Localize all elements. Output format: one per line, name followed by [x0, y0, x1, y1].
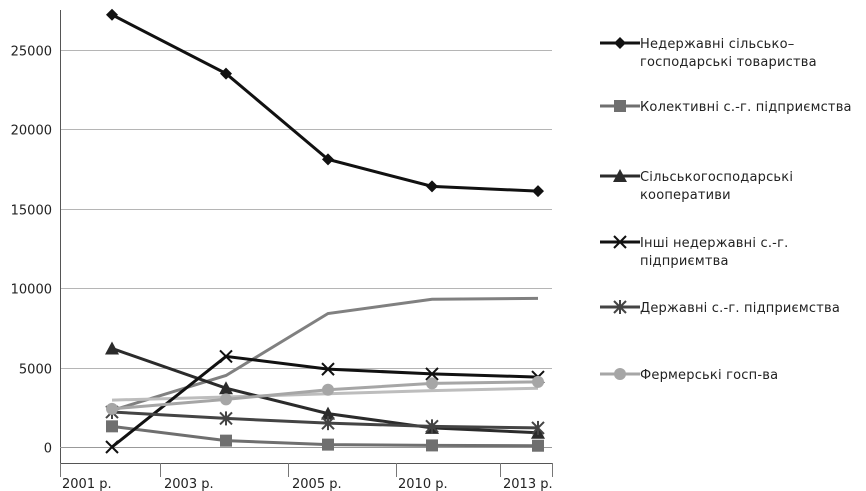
data-point — [531, 420, 545, 435]
data-point — [532, 439, 544, 452]
data-point — [106, 402, 118, 415]
legend-item-0: Недержавні сільсько– господарські товарис… — [600, 37, 817, 70]
data-point — [219, 381, 233, 395]
legend: Недержавні сільсько– господарські товарис… — [600, 37, 852, 383]
legend-item-2: Сільськогосподарські кооперативи — [600, 169, 793, 203]
legend-item-4: Державні с.-г. підприємства — [600, 300, 840, 316]
data-point — [426, 439, 438, 452]
data-point — [219, 411, 233, 426]
legend-marker — [614, 100, 626, 112]
x-tick-label: 2005 р. — [292, 477, 342, 491]
legend-label: Інші недержавні с.-г. — [640, 236, 788, 251]
x-tick-label: 2003 р. — [164, 477, 214, 491]
axes — [60, 10, 553, 477]
data-point — [426, 180, 438, 193]
data-point — [105, 440, 119, 454]
data-point — [321, 416, 335, 431]
series-1 — [106, 420, 544, 452]
legend-marker — [614, 368, 626, 380]
data-point — [532, 375, 544, 388]
y-tick-label: 5000 — [19, 363, 52, 378]
legend-label: господарські товариства — [640, 55, 817, 70]
x-tick-label: 2010 р. — [398, 477, 448, 491]
data-point — [220, 393, 232, 406]
data-point — [321, 362, 335, 376]
legend-item-1: Колективні с.-г. підприємства — [600, 100, 852, 115]
data-point — [220, 67, 232, 80]
x-tick-label: 2001 р. — [62, 477, 112, 491]
legend-label: Недержавні сільсько– — [640, 37, 794, 52]
y-tick-label: 10000 — [11, 283, 52, 298]
data-point — [220, 434, 232, 447]
data-point — [425, 367, 439, 381]
legend-label: Фермерські госп-ва — [640, 368, 778, 383]
legend-marker — [614, 37, 626, 49]
legend-marker — [613, 235, 627, 249]
legend-label: кооперативи — [640, 188, 731, 203]
y-axis-ticks: 0 5000 10000 15000 20000 25000 — [11, 45, 52, 457]
series-3 — [105, 349, 545, 454]
series-5 — [106, 375, 544, 415]
data-point — [219, 349, 233, 364]
legend-label: підприємтва — [640, 254, 729, 269]
series-0 — [106, 8, 544, 198]
data-point — [106, 8, 118, 21]
y-tick-label: 15000 — [11, 204, 52, 219]
data-point — [322, 438, 334, 451]
legend-label: Сільськогосподарські — [640, 170, 793, 185]
legend-marker — [613, 169, 627, 182]
gridlines — [60, 50, 552, 369]
data-point — [322, 153, 334, 166]
data-point — [322, 383, 334, 396]
data-point — [321, 406, 335, 420]
legend-item-5: Фермерські госп-ва — [600, 368, 778, 383]
data-point — [105, 341, 119, 355]
legend-label: Колективні с.-г. підприємства — [640, 100, 852, 115]
series-line-0 — [111, 13, 539, 193]
data-point — [425, 419, 439, 434]
legend-marker — [613, 300, 627, 314]
legend-label: Державні с.-г. підприємства — [640, 301, 840, 316]
series-group — [105, 8, 545, 454]
data-point — [532, 185, 544, 198]
data-point — [106, 420, 118, 433]
y-tick-label: 25000 — [11, 45, 52, 60]
y-tick-label: 0 — [44, 442, 52, 457]
data-point — [426, 377, 438, 390]
y-tick-label: 20000 — [11, 124, 52, 139]
legend-item-3: Інші недержавні с.-г. підприємтва — [600, 235, 788, 269]
x-axis-ticks: 2001 р. 2003 р. 2005 р. 2010 р. 2013 р. — [62, 477, 553, 491]
x-tick-label: 2013 р. — [503, 477, 553, 491]
